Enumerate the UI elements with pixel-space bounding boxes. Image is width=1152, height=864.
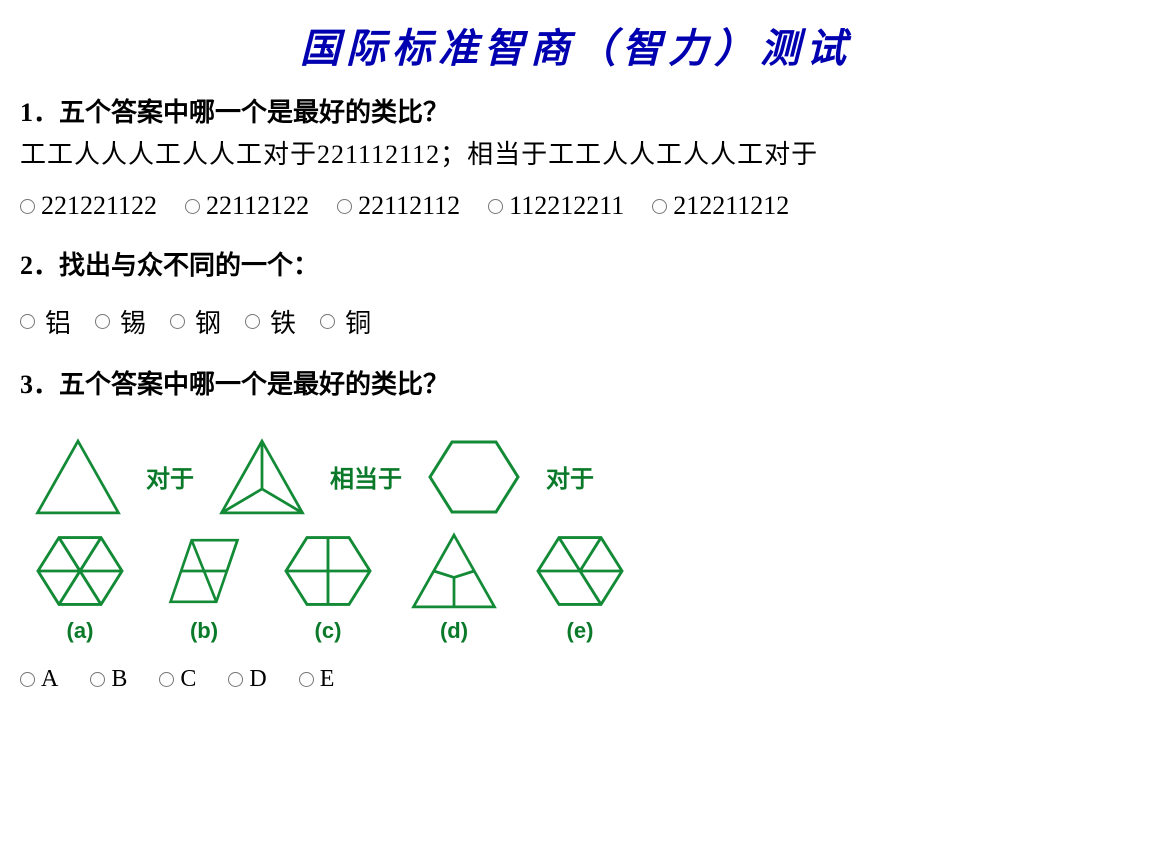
q3-prompt-text: 五个答案中哪一个是最好的类比？ [59, 370, 449, 399]
q2-option[interactable]: 铝 [20, 303, 77, 340]
q3-answer-figures: (a) (b) (c) [32, 528, 1132, 644]
radio-icon [95, 314, 110, 329]
q2-option[interactable]: 铜 [320, 303, 377, 340]
q3-option-label: E [320, 666, 339, 693]
answer-figure-c: (c) [280, 528, 376, 644]
q2-option[interactable]: 锡 [95, 303, 152, 340]
question-2: 2．找出与众不同的一个： 铝 锡 钢 铁 铜 [20, 247, 1132, 340]
answer-figure-b: (b) [160, 528, 248, 644]
q1-option[interactable]: 22112112 [337, 191, 460, 221]
radio-icon [20, 672, 35, 687]
q2-option-label: 铝 [45, 303, 77, 340]
q3-option-label: D [249, 666, 270, 693]
answer-figure-label: (e) [567, 618, 594, 644]
q2-prompt: 2．找出与众不同的一个： [20, 247, 1132, 285]
hexagon-partial-icon [532, 528, 628, 614]
q3-option-label: A [41, 666, 62, 693]
q2-option-label: 锡 [120, 303, 152, 340]
hexagon-cross-icon [280, 528, 376, 614]
q3-prompt: 3．五个答案中哪一个是最好的类比？ [20, 366, 1132, 404]
relation-word: 对于 [546, 459, 594, 494]
q1-option-label: 22112122 [206, 191, 309, 221]
answer-figure-label: (d) [440, 618, 468, 644]
relation-word: 对于 [146, 459, 194, 494]
triangle-empty-icon [32, 434, 124, 520]
answer-figure-d: (d) [408, 528, 500, 644]
q3-option-label: C [180, 666, 200, 693]
q3-option[interactable]: D [228, 666, 270, 693]
q2-number: 2． [20, 251, 59, 280]
page-title: 国际标准智商（智力）测试 [20, 16, 1132, 74]
q1-prompt: 1．五个答案中哪一个是最好的类比？ [20, 94, 1132, 132]
radio-icon [90, 672, 105, 687]
q3-option[interactable]: C [159, 666, 200, 693]
hexagon-6seg-icon [32, 528, 128, 614]
radio-icon [320, 314, 335, 329]
q1-option-label: 22112112 [358, 191, 460, 221]
answer-figure-label: (b) [190, 618, 218, 644]
hexagon-empty-icon [424, 432, 524, 522]
radio-icon [228, 672, 243, 687]
q1-option[interactable]: 221221122 [20, 191, 157, 221]
q3-option[interactable]: E [299, 666, 339, 693]
q2-prompt-text: 找出与众不同的一个： [59, 251, 319, 280]
radio-icon [245, 314, 260, 329]
question-1: 1．五个答案中哪一个是最好的类比？ 工工人人人工人人工对于221112112；相… [20, 94, 1132, 221]
q3-options: A B C D E [20, 666, 1132, 693]
radio-icon [337, 199, 352, 214]
rhombus-split-icon [160, 528, 248, 614]
q2-option-label: 钢 [195, 303, 227, 340]
answer-figure-label: (a) [67, 618, 94, 644]
radio-icon [170, 314, 185, 329]
q2-option[interactable]: 钢 [170, 303, 227, 340]
q1-option-label: 112212211 [509, 191, 624, 221]
q1-option[interactable]: 112212211 [488, 191, 624, 221]
radio-icon [20, 199, 35, 214]
triangle-subdivided-icon [216, 434, 308, 520]
answer-figure-e: (e) [532, 528, 628, 644]
q2-options: 铝 锡 钢 铁 铜 [20, 303, 1132, 340]
q1-option[interactable]: 212211212 [652, 191, 789, 221]
q3-option-label: B [111, 666, 131, 693]
q3-option[interactable]: B [90, 666, 131, 693]
radio-icon [20, 314, 35, 329]
q3-number: 3． [20, 370, 59, 399]
triangle-y-icon [408, 528, 500, 614]
answer-figure-a: (a) [32, 528, 128, 644]
radio-icon [488, 199, 503, 214]
q2-option[interactable]: 铁 [245, 303, 302, 340]
q1-number: 1． [20, 98, 59, 127]
page-root: 国际标准智商（智力）测试 1．五个答案中哪一个是最好的类比？ 工工人人人工人人工… [0, 0, 1152, 739]
radio-icon [159, 672, 174, 687]
q1-options: 221221122 22112122 22112112 112212211 21… [20, 191, 1132, 221]
radio-icon [652, 199, 667, 214]
q1-option-label: 212211212 [673, 191, 789, 221]
q1-prompt-text: 五个答案中哪一个是最好的类比？ [59, 98, 449, 127]
radio-icon [185, 199, 200, 214]
question-3: 3．五个答案中哪一个是最好的类比？ 对于 相当于 [20, 366, 1132, 693]
q2-option-label: 铜 [345, 303, 377, 340]
q1-line2: 工工人人人工人人工对于221112112；相当于工工人人工人人工对于 [20, 136, 1132, 174]
answer-figure-label: (c) [315, 618, 342, 644]
q1-option-label: 221221122 [41, 191, 157, 221]
radio-icon [299, 672, 314, 687]
q3-analogy-row: 对于 相当于 对于 [32, 432, 1132, 522]
q1-option[interactable]: 22112122 [185, 191, 309, 221]
relation-word: 相当于 [330, 459, 402, 494]
q3-option[interactable]: A [20, 666, 62, 693]
q2-option-label: 铁 [270, 303, 302, 340]
